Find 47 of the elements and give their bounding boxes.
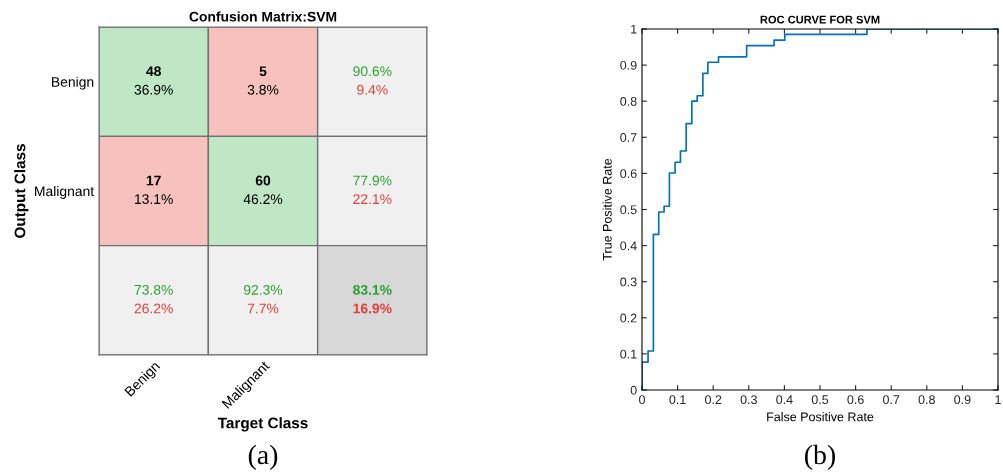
y-tick-label: 0.3 (620, 277, 637, 287)
x-tick-label: 0.6 (847, 395, 864, 405)
x-axis-title: False Positive Rate (767, 412, 874, 422)
annotation: 26.2% (134, 303, 173, 314)
data-label: 5 (259, 66, 267, 77)
data-label: 92.3% (243, 284, 283, 295)
y-tick-label: 0.9 (620, 60, 637, 70)
annotation: 13.1% (135, 194, 173, 205)
y-tick-label: 0.6 (620, 169, 637, 179)
y-tick-label: 0.4 (620, 241, 637, 251)
y-axis-title: True Positive Rate (602, 158, 612, 261)
annotation: 16.9% (353, 303, 392, 314)
data-label: 17 (146, 175, 161, 186)
annotation: 3.8% (247, 84, 279, 95)
x-axis-title: Target Class (217, 417, 308, 432)
x-tick-label: 0.2 (705, 395, 722, 405)
x-tick-label: 1 (995, 395, 1001, 404)
x-tick-label: 0.7 (883, 395, 900, 405)
chart-title: Confusion Matrix:SVM (189, 11, 337, 22)
annotation: 9.4% (357, 84, 388, 95)
text: (b) (805, 444, 835, 470)
x-tick-label: 0.4 (776, 395, 793, 405)
x-tick-label: 0.9 (954, 395, 971, 405)
y-axis-title: Output Class (14, 144, 29, 238)
x-tick-label: 0.5 (811, 395, 829, 405)
annotation: 36.9% (134, 84, 173, 95)
data-label: 73.8% (134, 284, 173, 295)
y-tick-label: 0.1 (620, 349, 637, 359)
y-tick-label: 0.5 (620, 205, 637, 215)
data-label: 77.9% (353, 175, 392, 186)
y-tick-label: 0.2 (620, 313, 637, 323)
y-tick-label: 0.8 (620, 97, 637, 106)
data-label: 60 (255, 175, 271, 186)
data-label: 83.1% (353, 284, 392, 295)
x-tick-label: 0.8 (918, 395, 935, 405)
chart-title: ROC CURVE FOR SVM (760, 15, 880, 24)
annotation: 7.7% (247, 303, 279, 314)
data-label: 48 (146, 66, 161, 77)
y-tick-label: 1 (631, 24, 637, 34)
annotation: 22.1% (353, 194, 392, 204)
x-tick-label: 0.3 (740, 395, 757, 405)
x-tick-label: 0 (639, 395, 645, 405)
data-label: 90.6% (353, 66, 392, 77)
x-tick-label: 0.1 (669, 395, 686, 405)
annotation: 46.2% (243, 194, 283, 205)
y-tick-label: 0.7 (620, 133, 637, 142)
text: (a) (248, 444, 278, 470)
